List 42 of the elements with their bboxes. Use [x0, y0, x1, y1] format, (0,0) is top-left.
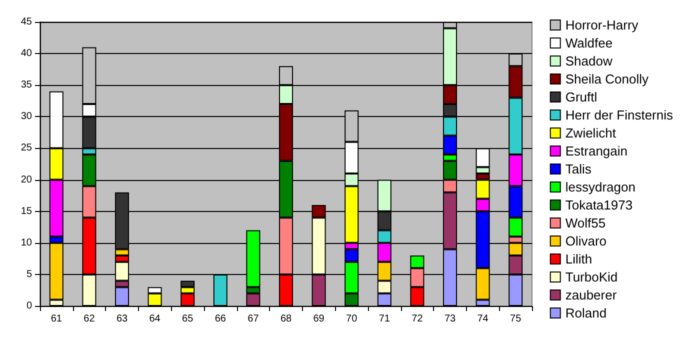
legend-label: Tokata1973	[565, 198, 633, 212]
y-tick-label: 45	[20, 16, 32, 28]
y-tick-label: 30	[20, 111, 32, 122]
y-tick-label: 40	[20, 48, 32, 60]
x-tick-label: 70	[346, 314, 358, 324]
x-tick-label: 67	[248, 314, 260, 324]
x-tick-label: 61	[50, 314, 62, 324]
x-tick-label: 65	[182, 314, 194, 324]
y-tick-label: 20	[20, 174, 32, 186]
x-tick-label: 66	[214, 314, 226, 324]
legend-label: Talis	[565, 162, 592, 176]
y-tick-label: 10	[20, 237, 32, 248]
legend-label: Olivaro	[565, 234, 607, 248]
x-tick-label: 73	[444, 314, 456, 324]
legend-label: Zwielicht	[565, 126, 616, 140]
legend-label: Horror-Harry	[565, 18, 639, 32]
legend-label: Shadow	[565, 54, 613, 68]
x-tick-label: 71	[378, 314, 390, 324]
y-tick-label: 5	[26, 268, 32, 280]
y-tick-label: 0	[26, 300, 32, 312]
legend-label: zauberer	[565, 288, 618, 302]
x-tick-label: 72	[412, 314, 424, 324]
x-tick-label: 74	[477, 314, 489, 324]
x-tick-label: 75	[510, 314, 522, 324]
legend-label: Roland	[565, 306, 607, 320]
x-tick-label: 69	[313, 314, 325, 324]
legend-label: Lilith	[565, 252, 592, 266]
legend-label: lessydragon	[565, 180, 636, 194]
x-tick-label: 68	[280, 314, 292, 324]
x-tick-label: 63	[116, 314, 128, 324]
y-tick-label: 25	[20, 142, 32, 154]
y-tick-label: 15	[20, 206, 32, 217]
legend-label: Sheila Conolly	[565, 72, 649, 86]
legend-label: Gruftl	[565, 90, 598, 104]
legend-label: Estrangain	[565, 144, 628, 158]
x-tick-label: 62	[84, 314, 96, 324]
x-tick-label: 64	[149, 314, 161, 324]
legend-label: TurboKid	[565, 270, 618, 284]
y-tick-label: 35	[20, 80, 32, 91]
legend-label: Wolf55	[565, 216, 606, 230]
legend-label: Herr der Finsternis	[565, 108, 674, 122]
legend-label: Waldfee	[565, 36, 613, 50]
